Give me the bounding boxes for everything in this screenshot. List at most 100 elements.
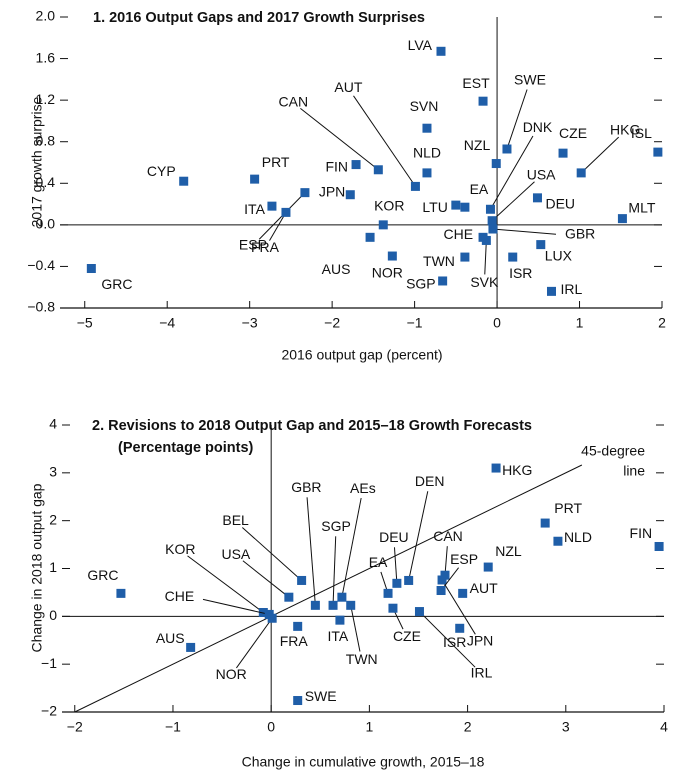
leader-line	[187, 555, 264, 613]
point-label: IRL	[560, 281, 582, 297]
point-label: IRL	[471, 664, 493, 680]
point	[414, 607, 424, 617]
point	[532, 193, 542, 203]
point	[267, 201, 277, 211]
leader-line	[350, 605, 361, 652]
point	[481, 235, 491, 245]
point	[458, 588, 468, 598]
point	[438, 276, 448, 286]
point	[451, 200, 461, 210]
y-tick-label: 2	[49, 511, 57, 527]
point	[186, 642, 196, 652]
y-tick-label: 1.6	[36, 49, 56, 65]
point-label: NLD	[413, 145, 441, 161]
x-axis-label: Change in cumulative growth, 2015–18	[242, 754, 485, 770]
x-tick-label: −1	[165, 719, 181, 735]
point-label: MLT	[628, 199, 655, 215]
point	[478, 96, 488, 106]
reference-line	[74, 464, 583, 713]
x-tick-label: 2	[464, 719, 472, 735]
x-tick-label: 4	[660, 719, 668, 735]
point	[540, 518, 550, 528]
x-tick-label: 1	[365, 719, 373, 735]
y-axis-label: 2017 growth surprise	[29, 96, 45, 227]
y-tick-label: 0.0	[36, 216, 56, 232]
point-label: JPN	[319, 183, 345, 199]
point	[179, 176, 189, 186]
point	[345, 190, 355, 200]
point	[508, 252, 518, 262]
point-label: ISL	[631, 125, 652, 141]
point-label: USA	[221, 546, 250, 562]
x-tick-label: 1	[576, 315, 584, 331]
point	[337, 592, 347, 602]
point-label: CAN	[279, 93, 309, 109]
point	[300, 188, 310, 198]
x-tick-label: 0	[493, 315, 501, 331]
y-tick-label: −2	[41, 703, 57, 719]
leader-line	[202, 598, 270, 615]
point	[328, 600, 338, 610]
point-label: JPN	[467, 633, 493, 649]
point	[297, 575, 307, 585]
point	[346, 600, 356, 610]
x-tick-label: −1	[407, 315, 423, 331]
point-label: CYP	[147, 163, 176, 179]
point	[558, 148, 568, 158]
leader-line	[490, 135, 534, 210]
annotation: line	[623, 463, 645, 479]
point	[284, 592, 294, 602]
leader-line	[353, 95, 416, 187]
point	[460, 252, 470, 262]
point-label: LUX	[545, 247, 573, 263]
point-label: AEs	[350, 480, 376, 496]
leader-line	[444, 546, 448, 576]
leader-line	[306, 497, 316, 606]
point-label: DEU	[545, 196, 575, 212]
point-label: FRA	[251, 239, 280, 255]
point-label: NLD	[564, 529, 592, 545]
point-label: EA	[470, 181, 489, 197]
point-label: PRT	[554, 500, 582, 516]
leader-line	[241, 527, 302, 581]
leader-line	[506, 89, 528, 150]
x-tick-label: 0	[267, 719, 275, 735]
point	[536, 240, 546, 250]
y-tick-label: 0	[49, 607, 57, 623]
x-tick-label: −3	[242, 315, 258, 331]
point	[436, 586, 446, 596]
chart-subtitle: (Percentage points)	[118, 440, 254, 456]
point	[86, 264, 96, 274]
point	[250, 174, 260, 184]
point-label: NZL	[495, 543, 522, 559]
point	[455, 623, 465, 633]
point	[617, 214, 627, 224]
point	[383, 588, 393, 598]
leader-line	[419, 611, 476, 668]
point-label: AUS	[156, 630, 185, 646]
point	[378, 220, 388, 230]
point-label: ITA	[328, 628, 349, 644]
point-label: KOR	[374, 198, 404, 214]
point	[437, 575, 447, 585]
point-label: SGP	[321, 518, 351, 534]
point	[576, 168, 586, 178]
point-label: SGP	[406, 276, 436, 292]
point-label: GRC	[101, 276, 132, 292]
point-label: ESP	[239, 236, 267, 252]
point-label: EA	[369, 554, 388, 570]
point-label: DEN	[415, 473, 445, 489]
leader-line	[236, 617, 273, 669]
y-tick-label: 4	[49, 416, 57, 432]
point	[310, 600, 320, 610]
point-label: BEL	[222, 512, 249, 528]
point	[388, 603, 398, 613]
annotation: 45-degree	[581, 443, 645, 459]
point-label: KOR	[165, 541, 195, 557]
leader-line	[332, 536, 337, 606]
leader-line	[484, 240, 487, 275]
point-label: CAN	[433, 528, 463, 544]
x-tick-label: −2	[67, 719, 83, 735]
point-label: EST	[462, 75, 490, 91]
leader-line	[441, 579, 476, 635]
